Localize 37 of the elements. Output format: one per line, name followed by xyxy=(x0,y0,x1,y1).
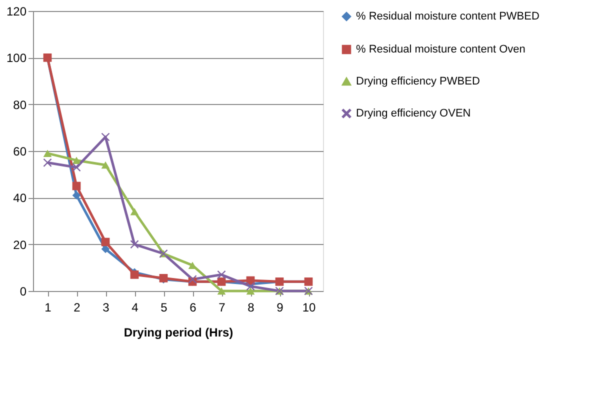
point xyxy=(101,238,110,246)
point xyxy=(101,161,110,169)
point xyxy=(72,191,81,200)
point xyxy=(72,156,81,164)
x-tick-label: 1 xyxy=(44,300,52,314)
point xyxy=(72,182,81,190)
x-tick-label: 4 xyxy=(132,300,139,314)
y-tick-label: 80 xyxy=(13,98,27,112)
legend-label: Drying efficiency PWBED xyxy=(356,76,480,88)
point xyxy=(43,158,52,167)
x-tick-label: 8 xyxy=(248,300,255,314)
point xyxy=(43,150,52,157)
x-tick-label: 7 xyxy=(218,300,226,314)
x-tick-label: 9 xyxy=(276,300,284,314)
y-tick-label: 0 xyxy=(20,284,27,298)
x-tick-label: 2 xyxy=(74,300,81,314)
point xyxy=(217,270,226,279)
point xyxy=(130,240,139,249)
y-tick-label: 20 xyxy=(13,238,27,252)
point xyxy=(130,208,139,216)
x-tick-label: 5 xyxy=(160,300,168,314)
y-tick-label: 40 xyxy=(13,191,27,206)
legend-label: Drying efficiency OVEN xyxy=(356,108,471,120)
point xyxy=(72,163,81,172)
x-tick-label: 10 xyxy=(302,300,316,314)
point xyxy=(217,287,226,295)
point xyxy=(246,287,255,295)
y-tick-label: 120 xyxy=(6,4,27,18)
y-tick-label: 60 xyxy=(13,144,27,158)
legend-label: % Residual moisture content Oven xyxy=(356,44,526,56)
point xyxy=(246,282,255,291)
x-tick-label: 6 xyxy=(190,300,197,314)
point xyxy=(101,132,110,142)
x-axis-title: Drying period (Hrs) xyxy=(124,326,234,340)
legend-label: % Residual moisture content PWBED xyxy=(356,10,540,22)
y-tick-label: 100 xyxy=(6,51,27,66)
x-tick-label: 3 xyxy=(102,300,110,314)
